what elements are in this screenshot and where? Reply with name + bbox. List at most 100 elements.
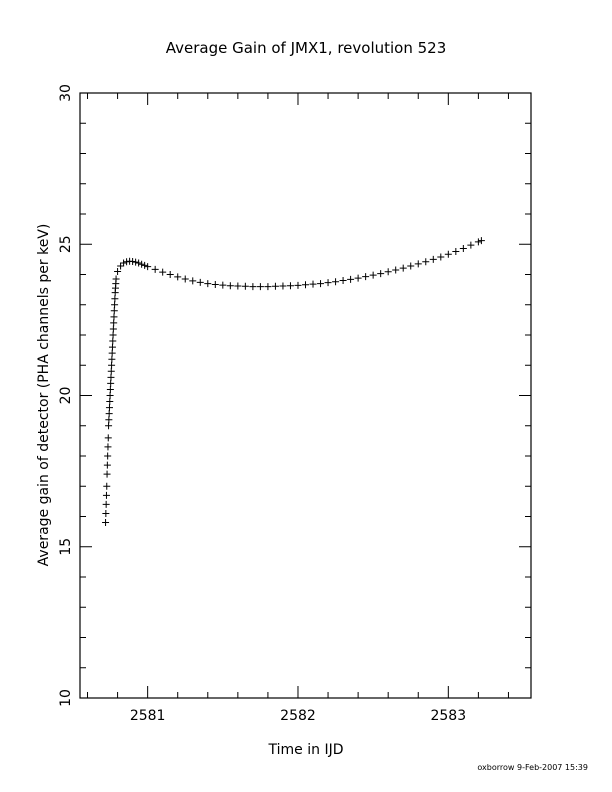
data-point	[106, 385, 114, 393]
data-point	[105, 404, 113, 412]
data-point	[174, 273, 182, 281]
y-tick-label: 20	[58, 387, 74, 405]
data-point	[362, 273, 370, 281]
plot-frame	[79, 92, 532, 699]
y-tick-label: 15	[58, 538, 74, 556]
data-point	[109, 337, 117, 345]
data-point	[444, 250, 452, 258]
data-point	[271, 282, 279, 290]
data-point	[219, 281, 227, 289]
y-tick-label: 30	[58, 84, 74, 102]
data-point	[189, 277, 197, 285]
data-point	[467, 241, 475, 249]
data-point	[211, 280, 219, 288]
data-point	[264, 283, 272, 291]
data-point	[354, 274, 362, 282]
data-point	[339, 277, 347, 285]
data-point	[474, 238, 482, 246]
x-tick-label: 2583	[430, 708, 466, 724]
data-point	[107, 367, 115, 375]
data-point	[106, 392, 114, 399]
data-point	[392, 266, 400, 274]
data-point	[324, 279, 332, 287]
data-point	[138, 260, 146, 268]
data-point	[102, 500, 110, 508]
data-point	[108, 355, 116, 363]
data-point	[477, 237, 485, 245]
data-point	[111, 295, 119, 303]
data-point	[108, 361, 116, 369]
data-point	[132, 258, 140, 266]
axis-ticks	[80, 92, 531, 699]
data-point	[204, 280, 212, 288]
data-point	[302, 281, 309, 289]
chart-title: Average Gain of JMX1, revolution 523	[166, 39, 447, 57]
x-tick-label: 2582	[280, 708, 316, 724]
data-point	[151, 265, 159, 273]
data-point	[107, 379, 115, 387]
data-point	[317, 280, 325, 288]
data-point	[452, 248, 460, 256]
data-point	[111, 301, 119, 309]
y-tick-label: 10	[58, 689, 74, 707]
data-point	[286, 282, 294, 290]
data-point	[332, 278, 340, 286]
data-point	[226, 282, 234, 290]
data-point	[279, 282, 287, 290]
data-point	[117, 262, 125, 270]
data-point	[135, 259, 143, 267]
data-point	[294, 281, 302, 289]
data-point	[241, 282, 249, 290]
data-point	[103, 461, 111, 469]
data-point	[110, 319, 118, 327]
data-point	[399, 264, 407, 272]
data-point	[196, 278, 204, 286]
data-point	[249, 283, 257, 291]
data-point	[347, 275, 355, 283]
data-point	[159, 268, 167, 276]
data-point	[181, 275, 189, 283]
y-tick-label: 25	[58, 235, 74, 253]
data-point	[309, 280, 317, 288]
data-point	[103, 470, 111, 478]
data-point	[256, 283, 264, 291]
data-point	[102, 519, 110, 527]
data-point	[102, 509, 110, 517]
axis-tick-labels: 10 15 20 25 30 2581 2582 2583	[58, 84, 466, 724]
data-point	[407, 262, 415, 270]
data-points	[102, 237, 485, 527]
data-point	[369, 271, 377, 279]
data-point	[377, 270, 385, 278]
data-point	[104, 443, 112, 451]
data-point	[112, 275, 120, 283]
data-point	[107, 373, 115, 381]
data-point	[384, 268, 392, 276]
data-point	[109, 331, 117, 339]
data-point	[104, 434, 112, 442]
data-point	[110, 307, 118, 315]
x-tick-label: 2581	[130, 708, 166, 724]
data-point	[105, 422, 113, 430]
data-point	[108, 343, 116, 351]
data-point	[141, 261, 149, 269]
data-point	[429, 255, 437, 263]
data-point	[105, 410, 113, 418]
data-point	[144, 263, 152, 271]
data-point	[234, 282, 242, 290]
data-point	[166, 271, 174, 278]
footer-stamp: oxborrow 9-Feb-2007 15:39	[477, 763, 588, 772]
data-point	[110, 313, 118, 321]
x-axis-label: Time in IJD	[268, 742, 344, 758]
data-point	[114, 267, 122, 275]
data-point	[129, 257, 137, 265]
y-axis-label: Average gain of detector (PHA channels p…	[36, 224, 52, 567]
data-point	[109, 325, 117, 333]
data-point	[104, 452, 112, 460]
data-point	[103, 482, 111, 490]
data-point	[108, 349, 116, 357]
data-point	[422, 258, 430, 266]
data-point	[437, 253, 445, 261]
data-point	[123, 258, 131, 266]
data-point	[459, 244, 467, 252]
